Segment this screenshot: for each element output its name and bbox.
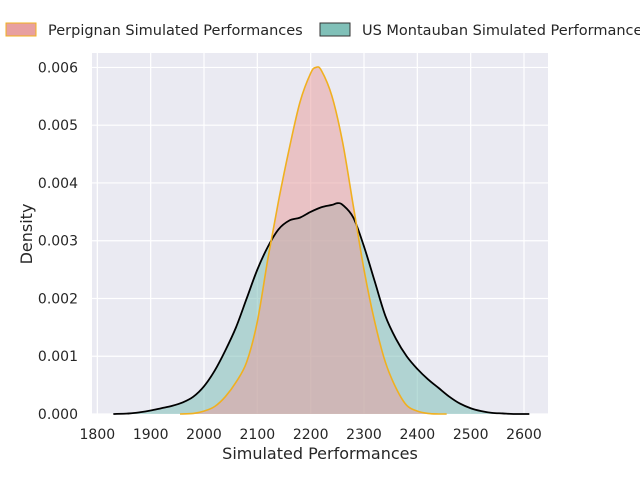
y-axis-label: Density	[17, 204, 36, 265]
y-tick-label: 0.005	[38, 118, 78, 134]
legend: Perpignan Simulated Performances US Mont…	[5, 22, 640, 39]
y-tick-labels: 0.000 0.001 0.002 0.003 0.004 0.005 0.006	[38, 60, 78, 423]
x-tick-label: 1900	[133, 427, 169, 443]
x-tick-label: 2200	[293, 427, 329, 443]
y-tick-label: 0.001	[38, 349, 78, 365]
x-tick-label: 2000	[186, 427, 222, 443]
y-tick-label: 0.002	[38, 291, 78, 307]
x-tick-labels: 1800 1900 2000 2100 2200 2300 2400 2500 2600	[80, 427, 542, 443]
y-tick-label: 0.000	[38, 407, 78, 423]
x-tick-label: 2500	[453, 427, 489, 443]
series-line-0	[179, 66, 447, 415]
y-tick-label: 0.003	[38, 234, 78, 250]
x-tick-label: 1800	[80, 427, 116, 443]
series-area-0	[180, 66, 447, 415]
series-layer	[113, 66, 530, 415]
x-tick-label: 2400	[400, 427, 436, 443]
legend-label-us-montauban: US Montauban Simulated Performances	[362, 23, 640, 39]
y-tick-label: 0.006	[38, 60, 78, 76]
y-tick-label: 0.004	[38, 176, 78, 192]
legend-swatch-perpignan	[5, 22, 37, 37]
legend-swatch-us-montauban	[319, 22, 351, 37]
x-axis-label: Simulated Performances	[222, 444, 418, 463]
x-tick-label: 2100	[240, 427, 276, 443]
x-tick-label: 2300	[346, 427, 382, 443]
series-line-1	[113, 202, 530, 415]
legend-label-perpignan: Perpignan Simulated Performances	[48, 23, 303, 39]
x-tick-label: 2600	[506, 427, 542, 443]
